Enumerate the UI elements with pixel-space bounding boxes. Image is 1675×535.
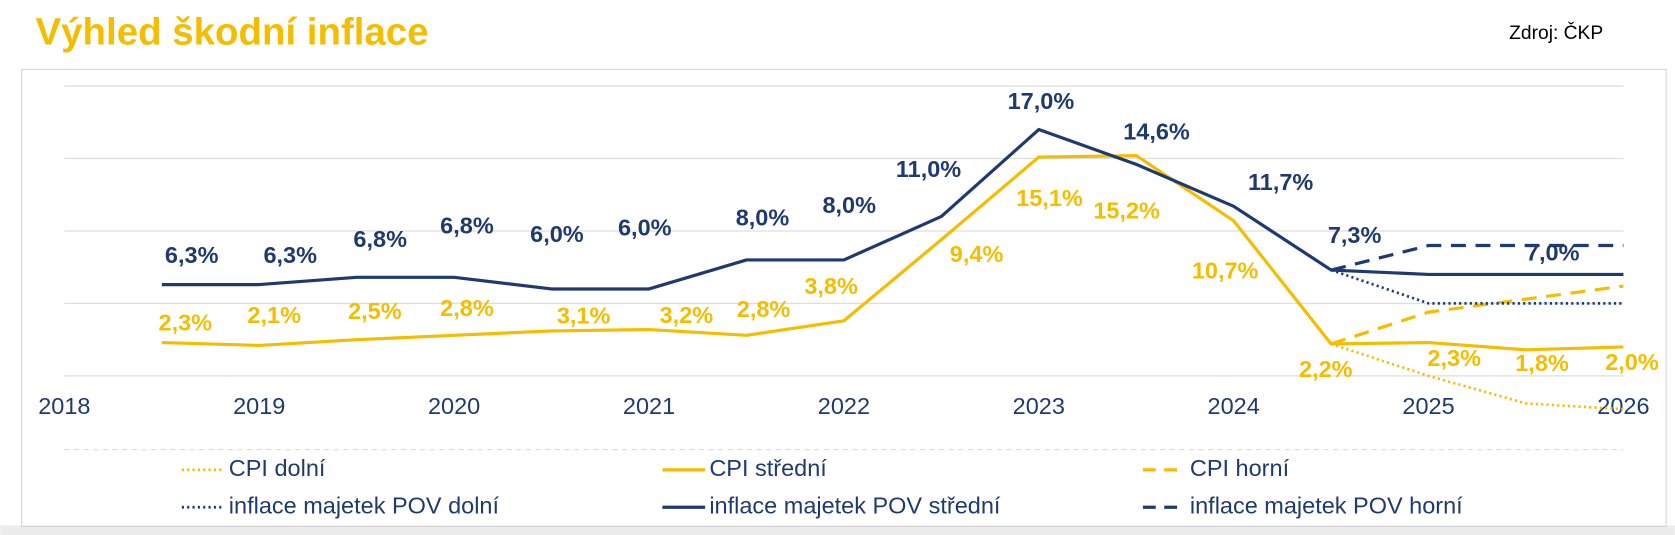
- data-label: 15,2%: [1093, 197, 1160, 223]
- data-label: 2,3%: [1427, 345, 1481, 371]
- data-label: 6,0%: [618, 214, 672, 240]
- data-label: 6,3%: [165, 242, 219, 268]
- legend-label: inflace majetek POV střední: [709, 492, 1001, 518]
- x-tick-label: 2021: [623, 393, 675, 419]
- x-tick-label: 2018: [38, 393, 90, 419]
- series-line: [161, 153, 1624, 352]
- x-tick-label: 2019: [233, 393, 285, 419]
- data-label: 10,7%: [1192, 257, 1259, 283]
- data-label: 6,8%: [353, 226, 407, 252]
- data-label: 2,3%: [159, 310, 213, 336]
- data-label: 2,8%: [737, 296, 791, 322]
- x-tick-label: 2024: [1208, 393, 1260, 419]
- x-tick-label: 2022: [818, 393, 870, 419]
- data-label: 7,0%: [1526, 239, 1580, 265]
- data-label: 2,2%: [1299, 356, 1353, 382]
- data-label: 2,5%: [348, 298, 402, 324]
- x-tick-label: 2020: [428, 393, 480, 419]
- data-label: 14,6%: [1123, 119, 1190, 145]
- data-label: 1,8%: [1515, 350, 1569, 376]
- data-label: 6,8%: [440, 212, 494, 238]
- series-line: [1330, 284, 1624, 346]
- data-label: 15,1%: [1016, 185, 1083, 211]
- data-label: 6,3%: [263, 242, 317, 268]
- legend-label: CPI horní: [1190, 455, 1290, 481]
- series-line: [1330, 342, 1624, 411]
- data-label: 2,1%: [247, 302, 301, 328]
- chart-title: Výhled škodní inflace: [36, 10, 429, 53]
- series-line: [161, 127, 1624, 291]
- series-line: [1330, 243, 1624, 272]
- data-label: 8,0%: [822, 192, 876, 218]
- data-label: 3,8%: [804, 273, 858, 299]
- chart-frame: [21, 68, 1667, 527]
- data-label: 8,0%: [736, 205, 790, 231]
- source: Zdroj: ČKP: [1509, 22, 1603, 44]
- data-label: 11,7%: [1248, 169, 1313, 195]
- data-label: 2,0%: [1605, 349, 1659, 375]
- legend-label: CPI střední: [709, 455, 827, 481]
- data-label: 17,0%: [1008, 88, 1075, 114]
- data-label: 2,8%: [440, 295, 494, 321]
- x-tick-label: 2025: [1402, 393, 1454, 419]
- x-tick-label: 2023: [1013, 393, 1065, 419]
- legend-label: CPI dolní: [229, 455, 326, 481]
- legend-label: inflace majetek POV dolní: [229, 492, 500, 518]
- data-label: 3,2%: [660, 302, 714, 328]
- data-label: 7,3%: [1328, 222, 1382, 248]
- bottom-strip: [0, 525, 1675, 535]
- legend-label: inflace majetek POV horní: [1190, 492, 1463, 518]
- data-label: 6,0%: [530, 221, 584, 247]
- data-label: 11,0%: [896, 156, 961, 182]
- data-label: 9,4%: [950, 241, 1004, 267]
- x-tick-label: 2026: [1597, 393, 1649, 419]
- data-label: 3,1%: [557, 302, 611, 328]
